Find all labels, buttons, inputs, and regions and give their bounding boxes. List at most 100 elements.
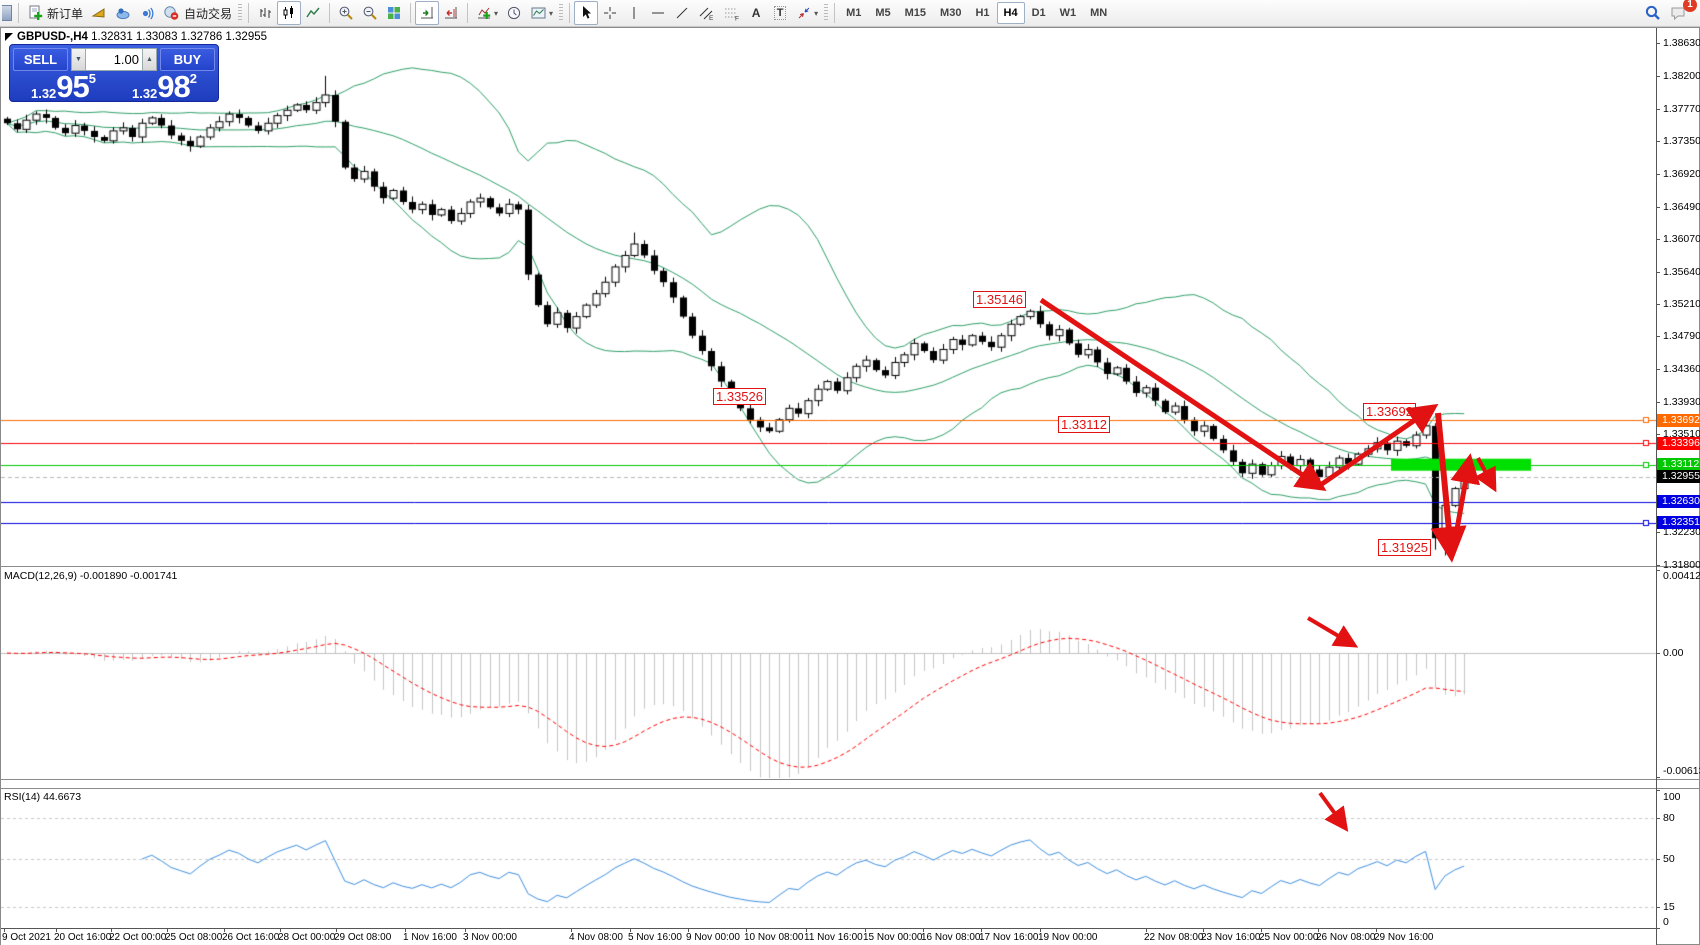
channel-tool-button[interactable]: E (694, 1, 719, 25)
zoom-out-button[interactable] (358, 1, 382, 25)
clipped-window-icon (2, 5, 12, 21)
text-tool-button[interactable]: A (744, 1, 768, 25)
time-axis-label: 1 Nov 16:00 (403, 932, 457, 943)
rsi-tick-label: 15 (1663, 901, 1675, 913)
panel-divider[interactable] (1, 788, 1700, 789)
new-order-button[interactable]: 新订单 (23, 1, 87, 25)
tab-timeframe-m5[interactable]: M5 (875, 7, 891, 19)
price-badge: 1.32630 (1657, 495, 1700, 508)
tab-timeframe-mn[interactable]: MN (1090, 7, 1108, 19)
price-annotation-label[interactable]: 1.33692 (1363, 403, 1416, 420)
rsi-indicator-panel[interactable] (1, 790, 1656, 928)
auto-scroll-icon (419, 5, 435, 21)
panel-collapse-toggle[interactable] (5, 33, 13, 41)
price-annotation-label[interactable]: 1.33526 (713, 388, 766, 405)
tile-windows-button[interactable] (382, 1, 406, 25)
bar-chart-button[interactable] (253, 1, 277, 25)
signals-icon (139, 5, 155, 21)
label-tool-button[interactable]: T (768, 1, 792, 25)
price-annotation-label[interactable]: 1.35146 (973, 291, 1026, 308)
price-badge: 1.33396 (1657, 437, 1700, 450)
time-axis-tick (1376, 929, 1377, 932)
zoom-in-button[interactable] (334, 1, 358, 25)
price-badge: 1.33112 (1657, 458, 1700, 471)
vertical-line-tool-button[interactable] (622, 1, 646, 25)
price-tick-label: 1.36070 (1663, 233, 1700, 245)
tab-timeframe-d1[interactable]: D1 (1031, 7, 1046, 19)
volume-increase-button[interactable]: ▲ (142, 48, 157, 71)
templates-button[interactable]: ▾ (526, 1, 557, 25)
time-axis-label: 22 Nov 08:00 (1144, 932, 1204, 943)
auto-trading-button[interactable]: 自动交易 (159, 1, 236, 25)
indicators-button[interactable]: ▾ (472, 1, 502, 25)
cursor-tool-button[interactable] (574, 1, 599, 25)
line-chart-button[interactable] (301, 1, 325, 25)
buy-price-big: 98 (157, 69, 190, 104)
time-axis-tick (465, 929, 466, 932)
price-tick-label: 1.37770 (1663, 103, 1700, 115)
market-depth-button[interactable] (87, 1, 111, 25)
volume-decrease-button[interactable]: ▼ (71, 48, 86, 71)
search-button[interactable] (1640, 1, 1666, 25)
trendline-tool-button[interactable] (670, 1, 694, 25)
time-axis-tick (1040, 929, 1041, 932)
dropdown-caret-icon: ▾ (549, 8, 554, 18)
price-annotation-label[interactable]: 1.33112 (1058, 416, 1111, 433)
notifications-button[interactable]: 1 (1666, 0, 1697, 25)
chart-shift-button[interactable] (439, 1, 463, 25)
toolbar-separator (18, 3, 19, 23)
tab-timeframe-h4[interactable]: H4 (996, 2, 1025, 24)
time-axis[interactable]: 9 Oct 2021 20 Oct 16:00 22 Oct 00:00 25 Oct… (1, 928, 1656, 945)
time-axis-tick (1261, 929, 1262, 932)
rsi-tick-label: 50 (1663, 853, 1675, 865)
volume-input[interactable] (86, 48, 142, 71)
signals-button[interactable] (135, 1, 159, 25)
time-axis-tick (111, 929, 112, 932)
auto-scroll-button[interactable] (415, 1, 440, 25)
auto-trading-icon (163, 5, 180, 21)
price-axis-tick (1656, 434, 1660, 435)
tab-timeframe-h1[interactable]: H1 (975, 7, 990, 19)
tab-timeframe-m1[interactable]: M1 (846, 7, 862, 19)
crosshair-tool-button[interactable] (598, 1, 622, 25)
price-tick-label: 1.38630 (1663, 37, 1700, 49)
main-price-chart[interactable] (1, 43, 1656, 565)
time-axis-label: 16 Nov 08:00 (921, 932, 981, 943)
rsi-axis-tick (1656, 928, 1660, 929)
virtual-hosting-button[interactable] (111, 1, 135, 25)
buy-price[interactable]: 1.32 98 2 (114, 69, 215, 104)
fibonacci-tool-button[interactable]: F (719, 1, 744, 25)
candlestick-icon (281, 5, 297, 21)
price-annotation-label[interactable]: 1.31925 (1378, 539, 1431, 556)
macd-indicator-panel[interactable] (1, 569, 1656, 778)
tab-timeframe-w1[interactable]: W1 (1059, 7, 1077, 19)
buy-button[interactable]: BUY (160, 48, 215, 71)
price-badge: 1.33692 (1657, 414, 1700, 427)
time-axis-label: 22 Oct 00:00 (109, 932, 167, 943)
horizontal-line-icon (650, 5, 666, 21)
macd-tick-label: -0.006132 (1663, 765, 1700, 777)
time-axis-label: 19 Nov 00:00 (1038, 932, 1098, 943)
panel-divider[interactable] (1, 779, 1700, 780)
chart-shift-icon (443, 5, 459, 21)
chart-ohlc-values: 1.32831 1.33083 1.32786 1.32955 (91, 31, 268, 43)
rsi-axis-tick (1656, 818, 1660, 819)
time-axis-tick (923, 929, 924, 932)
tab-timeframe-m30[interactable]: M30 (940, 7, 962, 19)
arrows-tool-button[interactable]: ▾ (792, 1, 822, 25)
panel-divider[interactable] (1, 566, 1700, 567)
toolbar-separator (834, 3, 836, 23)
tab-timeframe-m15[interactable]: M15 (904, 7, 927, 19)
price-tick-label: 1.36490 (1663, 201, 1700, 213)
template-chart-icon (530, 5, 547, 21)
horizontal-line-tool-button[interactable] (646, 1, 670, 25)
time-axis-tick (981, 929, 982, 932)
toolbar-separator (248, 3, 250, 23)
candlestick-chart-button[interactable] (277, 1, 302, 25)
equidistant-channel-icon: E (698, 5, 715, 21)
macd-axis-tick (1656, 653, 1660, 654)
sell-price[interactable]: 1.32 95 5 (13, 71, 114, 102)
price-axis-tick (1656, 239, 1660, 240)
periods-button[interactable] (502, 1, 526, 25)
sell-button[interactable]: SELL (13, 48, 68, 71)
